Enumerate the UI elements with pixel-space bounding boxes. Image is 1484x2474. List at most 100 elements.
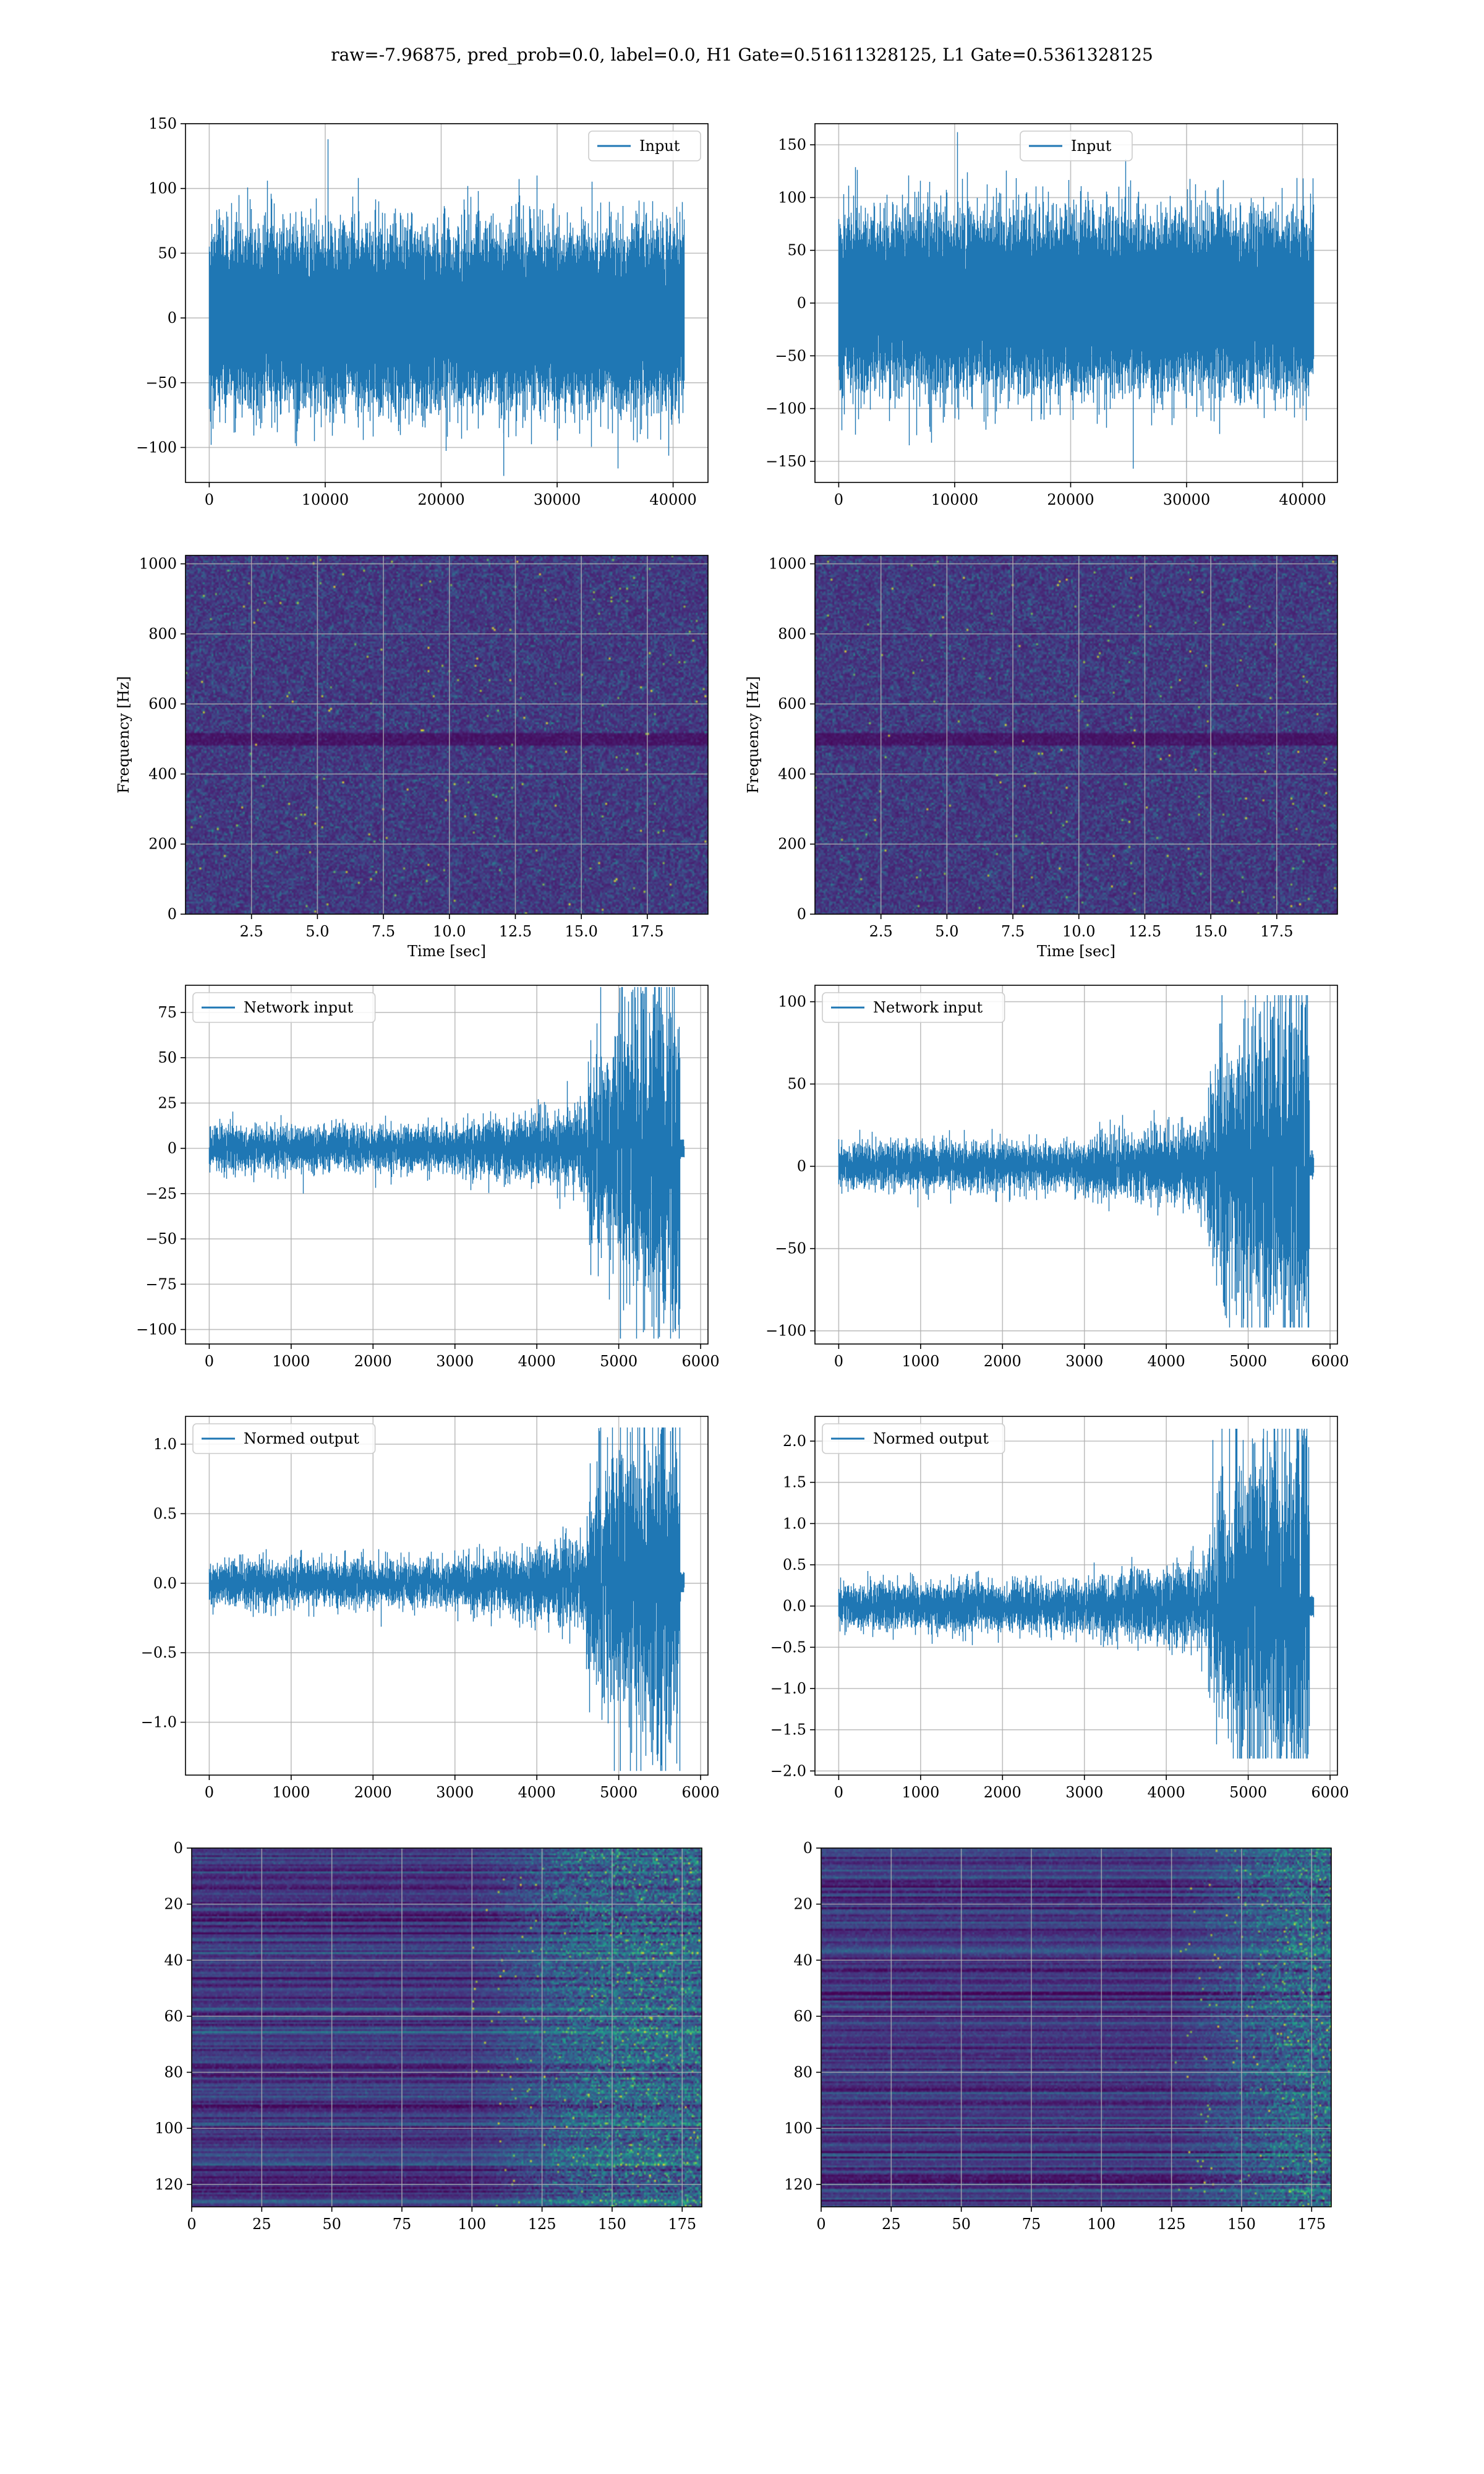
x-tick-label: 1000 xyxy=(902,1784,939,1801)
x-tick-label: 5000 xyxy=(1229,1784,1267,1801)
chart-feature-map-h1: 0 25 50 75 100 125 150 175 0 20 40 60 80 100 120 xyxy=(155,1839,702,2233)
chart-input-h1: 0 10000 20000 30000 40000 −100 −50 0 50 100 150 Inp… xyxy=(136,115,709,508)
y-tick-label: 100 xyxy=(784,2120,812,2137)
y-tick-label: 0 xyxy=(803,1839,812,1857)
y-tick-label: −100 xyxy=(765,1322,806,1340)
y-tick-label: −100 xyxy=(136,1321,177,1338)
x-tick-label: 50 xyxy=(322,2215,341,2233)
x-tick-label: 4000 xyxy=(518,1784,556,1801)
x-tick-label: 40000 xyxy=(649,491,696,508)
y-tick-label: −150 xyxy=(765,453,806,470)
legend: Normed output xyxy=(822,1423,1005,1454)
x-tick-label: 3000 xyxy=(1065,1784,1103,1801)
x-tick-label: 0 xyxy=(205,491,214,508)
x-tick-label: 5000 xyxy=(600,1353,638,1370)
y-tick-label: −100 xyxy=(136,439,177,456)
y-tick-label: 150 xyxy=(148,115,177,132)
ticks: 2.5 5.0 7.5 10.0 12.5 15.0 17.5 0 200 400 600 800 10… xyxy=(139,555,664,940)
x-tick-label: 15.0 xyxy=(1194,923,1227,940)
y-tick-label: 60 xyxy=(793,2008,812,2025)
x-tick-label: 12.5 xyxy=(499,923,532,940)
x-tick-label: 4000 xyxy=(518,1353,556,1370)
x-axis-label: Time [sec] xyxy=(1037,943,1115,960)
x-tick-label: 5.0 xyxy=(935,923,958,940)
x-tick-label: 0 xyxy=(205,1353,214,1370)
legend-label: Normed output xyxy=(244,1430,359,1447)
y-tick-label: 600 xyxy=(148,695,177,713)
x-tick-label: 0 xyxy=(834,1353,843,1370)
ticks: 0 1000 2000 3000 4000 5000 6000 −100 −75 −50 −25 0 2… xyxy=(136,1004,720,1370)
signal-line xyxy=(208,1427,685,1771)
ticks: 0 10000 20000 30000 40000 −100 −50 0 50 100 150 xyxy=(136,115,697,508)
x-tick-label: 75 xyxy=(393,2215,412,2233)
x-tick-label: 5000 xyxy=(600,1784,638,1801)
grid xyxy=(186,555,708,915)
y-tick-label: −50 xyxy=(775,1240,806,1257)
y-tick-label: 100 xyxy=(148,180,177,197)
legend-box xyxy=(192,1423,376,1454)
y-tick-label: 0.0 xyxy=(153,1575,177,1592)
x-tick-label: 40000 xyxy=(1279,491,1326,508)
y-tick-label: 200 xyxy=(778,836,806,853)
x-tick-label: 5.0 xyxy=(305,923,329,940)
legend-box xyxy=(822,1423,1005,1454)
legend: Input xyxy=(1020,131,1133,161)
x-tick-label: 2000 xyxy=(354,1353,392,1370)
x-tick-label: 175 xyxy=(668,2215,696,2233)
legend: Input xyxy=(588,131,701,161)
x-tick-label: 17.5 xyxy=(631,923,663,940)
y-tick-label: 80 xyxy=(793,2064,812,2081)
x-tick-label: 0 xyxy=(187,2215,196,2233)
x-tick-label: 30000 xyxy=(534,491,581,508)
x-tick-label: 0 xyxy=(816,2215,825,2233)
x-tick-label: 6000 xyxy=(682,1353,720,1370)
y-tick-label: −1.0 xyxy=(770,1680,806,1697)
legend-label: Input xyxy=(1071,137,1112,155)
x-tick-label: 100 xyxy=(458,2215,486,2233)
y-tick-label: 50 xyxy=(158,1049,177,1066)
y-tick-label: 100 xyxy=(778,993,806,1011)
x-tick-label: 2.5 xyxy=(869,923,893,940)
ticks: 0 1000 2000 3000 4000 5000 6000 −2.0 −1.5 −1.0 −0.… xyxy=(770,1432,1349,1801)
x-tick-label: 7.5 xyxy=(1001,923,1025,940)
x-tick-label: 150 xyxy=(598,2215,626,2233)
signal-line xyxy=(838,132,1315,469)
y-tick-label: −0.5 xyxy=(141,1644,177,1661)
ticks: 0 1000 2000 3000 4000 5000 6000 −100 −50 0 50 100 xyxy=(765,993,1349,1370)
ticks: 0 1000 2000 3000 4000 5000 6000 −1.0 −0.5 0.0 0.5 1… xyxy=(141,1436,720,1801)
legend: Network input xyxy=(192,992,376,1023)
y-tick-label: 0 xyxy=(797,905,806,923)
x-tick-label: 6000 xyxy=(1311,1353,1349,1370)
x-tick-label: 150 xyxy=(1227,2215,1256,2233)
axes-frame xyxy=(185,985,709,1345)
x-tick-label: 10000 xyxy=(931,491,978,508)
y-tick-label: −50 xyxy=(775,347,806,364)
x-tick-label: 75 xyxy=(1022,2215,1041,2233)
legend-label: Network input xyxy=(873,999,983,1016)
x-tick-label: 4000 xyxy=(1148,1353,1185,1370)
signal-line xyxy=(208,987,685,1339)
y-tick-label: 75 xyxy=(158,1004,177,1021)
y-tick-label: 80 xyxy=(164,2064,183,2081)
y-tick-label: 0 xyxy=(168,905,177,923)
y-tick-label: 25 xyxy=(158,1094,177,1111)
x-tick-label: 0 xyxy=(834,491,843,508)
x-tick-label: 3000 xyxy=(436,1353,474,1370)
heatmap-image xyxy=(815,555,1337,914)
axes-frame xyxy=(821,1847,1332,2207)
y-tick-label: −100 xyxy=(765,400,806,417)
y-tick-label: 0 xyxy=(168,309,177,327)
figure-suptitle: raw=-7.96875, pred_prob=0.0, label=0.0, … xyxy=(331,45,1153,65)
y-axis-label: Frequency [Hz] xyxy=(115,676,132,794)
ticks: 0 25 50 75 100 125 150 175 0 20 40 60 80 100 120 xyxy=(784,1839,1326,2233)
y-tick-label: 0 xyxy=(797,294,806,312)
x-tick-label: 2000 xyxy=(984,1784,1021,1801)
axes-frame xyxy=(814,985,1338,1345)
y-tick-label: 400 xyxy=(148,765,177,782)
x-tick-label: 5000 xyxy=(1229,1353,1267,1370)
y-tick-label: −50 xyxy=(145,374,177,392)
x-tick-label: 1000 xyxy=(902,1353,939,1370)
chart-spectrogram-h1: 2.5 5.0 7.5 10.0 12.5 15.0 17.5 0 200 400 600 800 10… xyxy=(115,555,709,960)
heatmap-image xyxy=(821,1848,1331,2207)
